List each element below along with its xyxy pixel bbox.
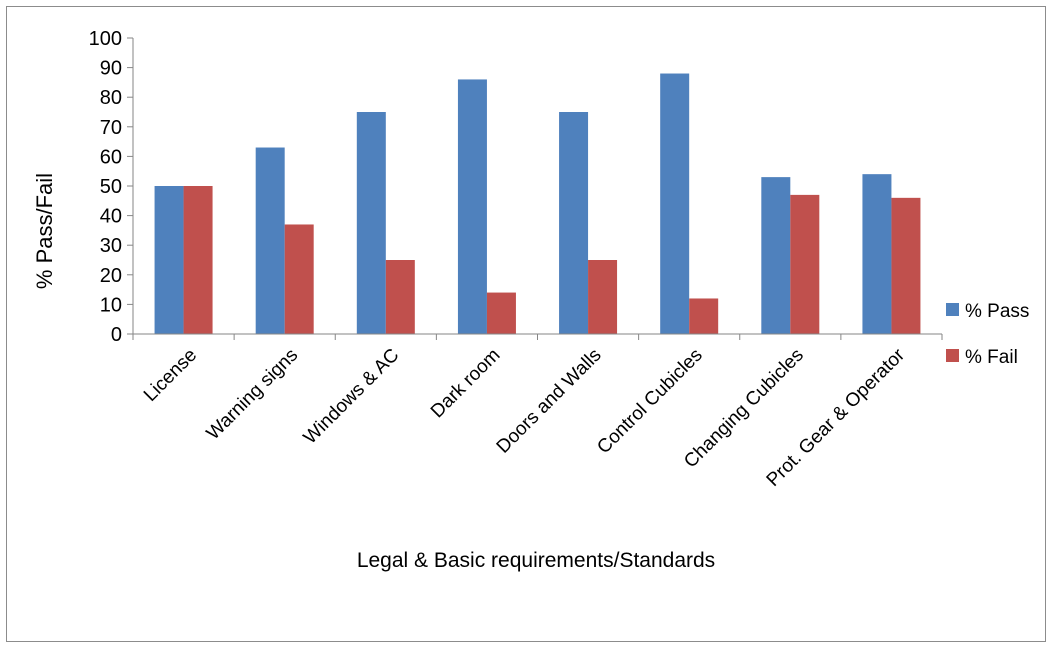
bar-pass	[761, 177, 791, 334]
bar-pass	[559, 112, 589, 334]
bar-pass	[862, 174, 892, 334]
y-tick-label: 70	[100, 117, 122, 139]
bars	[154, 73, 921, 335]
bar-pass	[356, 112, 386, 334]
y-tick-label: 40	[100, 206, 122, 228]
y-tick-label: 30	[100, 235, 122, 257]
x-tick-label: Control Cubicles	[593, 345, 706, 458]
y-tick-label: 80	[100, 87, 122, 109]
bar-fail	[689, 298, 719, 334]
bar-fail	[385, 260, 415, 334]
legend-swatch	[946, 349, 959, 362]
x-tick-label: License	[140, 345, 201, 406]
bar-pass	[255, 147, 285, 334]
y-tick-label: 10	[100, 294, 122, 316]
legend: % Pass % Fail	[946, 301, 1029, 368]
y-tick-label: 0	[111, 324, 122, 346]
bar-fail	[486, 292, 516, 334]
y-tick-label: 50	[100, 176, 122, 198]
x-tick-label: Doors and Walls	[493, 345, 606, 458]
legend-swatch	[946, 303, 959, 316]
y-axis-title: % Pass/Fail	[32, 173, 57, 289]
x-axis-ticks	[132, 334, 943, 340]
bar-fail	[183, 186, 213, 334]
y-axis-ticks: 0 10 20 30 40 50 60 70 80 90 100	[89, 28, 133, 346]
bar-pass	[660, 73, 690, 335]
bar-fail	[790, 194, 820, 334]
bar-fail	[891, 197, 921, 334]
bar-fail	[284, 224, 314, 334]
legend-label: % Pass	[965, 301, 1029, 322]
x-axis-title: Legal & Basic requirements/Standards	[357, 549, 715, 572]
y-tick-label: 20	[100, 265, 122, 287]
x-tick-label: Windows & AC	[300, 345, 404, 449]
y-tick-label: 90	[100, 58, 122, 80]
y-tick-label: 60	[100, 146, 122, 168]
y-tick-label: 100	[89, 28, 122, 50]
bar-pass	[154, 186, 184, 334]
bar-fail	[588, 260, 618, 334]
x-tick-label: Dark room	[427, 345, 505, 423]
legend-label: % Fail	[965, 347, 1018, 368]
bar-pass	[457, 79, 487, 334]
x-tick-label: Warning signs	[203, 345, 302, 444]
